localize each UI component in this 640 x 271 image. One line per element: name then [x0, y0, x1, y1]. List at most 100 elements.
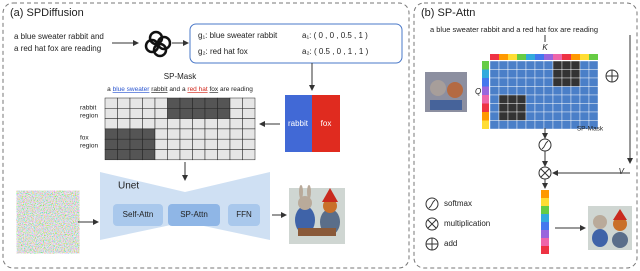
mask-cell — [229, 108, 243, 119]
group-box — [189, 23, 403, 64]
mask-cell — [129, 138, 143, 150]
key-token — [499, 54, 508, 60]
attn-cell — [534, 77, 545, 87]
llm-logo — [144, 30, 172, 58]
query-token — [482, 69, 489, 78]
mask-cell — [104, 108, 118, 119]
attn-cell — [579, 94, 590, 104]
attn-cell — [561, 86, 572, 96]
output-image — [588, 206, 632, 250]
mask-cell — [179, 108, 193, 119]
caption-part: blue sweater — [113, 86, 151, 93]
output-token — [541, 246, 549, 254]
attn-cell — [534, 103, 545, 113]
attn-cell — [534, 111, 545, 121]
mask-cell — [179, 138, 193, 150]
output-token — [541, 190, 549, 198]
query-token — [482, 86, 489, 95]
mask-cell — [104, 128, 118, 140]
attn-cell — [507, 111, 518, 121]
attn-cell — [552, 77, 563, 87]
q-label: Q — [475, 87, 481, 96]
attn-cell — [570, 77, 581, 87]
mask-cell — [204, 138, 218, 150]
key-token — [580, 54, 589, 60]
mask-cell — [229, 138, 243, 150]
attn-cell — [543, 111, 554, 121]
block-label: fox — [321, 119, 332, 128]
mask-cell — [229, 118, 243, 130]
attn-cell — [561, 111, 572, 121]
attn-cell — [498, 120, 509, 130]
attn-cell — [498, 77, 509, 87]
attn-cell — [561, 103, 572, 113]
mask-cell — [154, 108, 168, 119]
mask-cell — [167, 149, 181, 161]
mask-cell — [129, 128, 143, 140]
key-token — [535, 54, 544, 60]
attn-cell — [552, 60, 563, 70]
mask-cell — [167, 108, 181, 119]
attn-cell — [588, 120, 599, 130]
mask-cell — [167, 138, 181, 150]
attn-cell — [534, 69, 545, 79]
attn-cell — [579, 86, 590, 96]
row-label: fox — [80, 135, 89, 142]
key-token — [589, 54, 598, 60]
attn-cell — [579, 77, 590, 87]
module-label: Self-Attn — [123, 210, 154, 219]
mask-cell — [129, 108, 143, 119]
mask-cell — [204, 149, 218, 161]
attn-cell — [525, 77, 536, 87]
attn-cell — [543, 94, 554, 104]
query-token — [482, 103, 489, 112]
attn-cell — [498, 69, 509, 79]
attn-cell — [489, 111, 500, 121]
module-box — [168, 204, 220, 226]
caption-part: fox — [209, 86, 218, 93]
prompt: a red hat fox are reading — [14, 44, 101, 53]
query-token — [482, 112, 489, 121]
mask-cell — [242, 97, 256, 109]
output-token — [541, 230, 549, 238]
module-box — [228, 204, 260, 226]
mask-cell — [117, 118, 131, 130]
caption-part: and a — [168, 86, 188, 93]
attn-cell — [543, 120, 554, 130]
mask-cell — [192, 138, 206, 150]
group-box-coords: a₂: ( 0.5 , 0 , 1 , 1 ) — [302, 47, 369, 56]
mask-cell — [217, 128, 231, 140]
mask-cell — [142, 138, 156, 150]
query-token — [482, 61, 489, 70]
attn-cell — [588, 103, 599, 113]
attn-cell — [570, 111, 581, 121]
attn-cell — [579, 111, 590, 121]
mask-cell — [154, 118, 168, 130]
block-label: rabbit — [288, 119, 309, 128]
attn-cell — [498, 103, 509, 113]
mask-cell — [204, 108, 218, 119]
attn-cell — [561, 69, 572, 79]
attn-cell — [561, 120, 572, 130]
mask-cell — [167, 97, 181, 109]
attn-cell — [534, 86, 545, 96]
row-label: region — [80, 113, 98, 120]
module-label: SP-Attn — [180, 210, 208, 219]
mask-cell — [104, 118, 118, 130]
mask-cell — [179, 149, 193, 161]
attn-cell — [498, 94, 509, 104]
attn-cell — [516, 103, 527, 113]
attn-cell — [516, 94, 527, 104]
softmax-op-curve — [541, 140, 549, 150]
key-token — [517, 54, 526, 60]
caption-part: rabbit — [151, 86, 167, 93]
attn-cell — [570, 86, 581, 96]
attn-cell — [507, 120, 518, 130]
v-label: V — [619, 167, 625, 176]
k-label: K — [542, 43, 548, 52]
key-token — [544, 54, 553, 60]
attn-cell — [552, 120, 563, 130]
mask-cell — [229, 149, 243, 161]
attn-cell — [507, 103, 518, 113]
module-label: FFN — [236, 210, 252, 219]
